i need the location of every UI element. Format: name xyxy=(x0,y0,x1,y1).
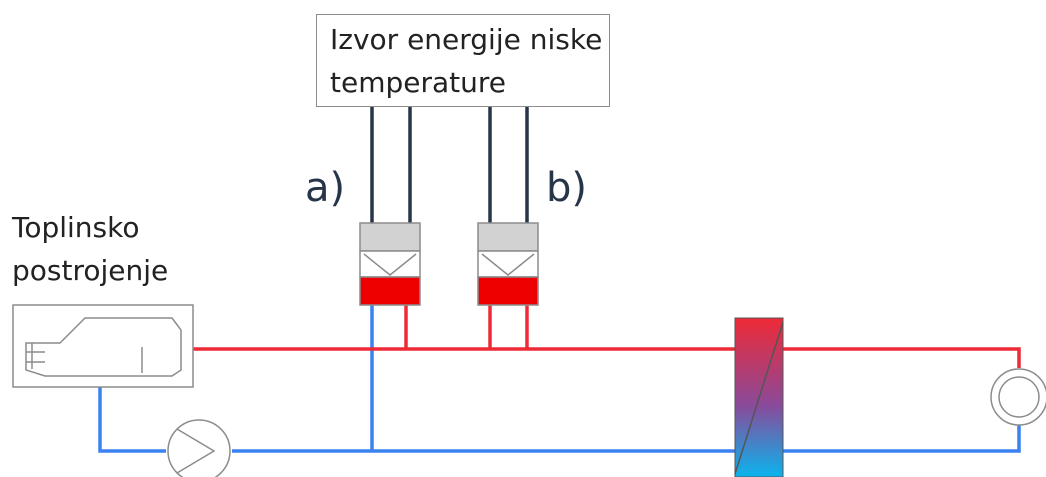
pump-icon xyxy=(167,419,231,477)
heating-plant-label: Toplinsko postrojenje xyxy=(12,206,202,292)
supply-pipe xyxy=(193,305,1021,368)
variant-a-label: a) xyxy=(305,165,346,211)
heating-plant-label-line2: postrojenje xyxy=(12,254,169,287)
heat-exchanger-icon xyxy=(734,317,784,477)
variant-b-label: b) xyxy=(546,165,587,211)
energy-source-box xyxy=(316,14,610,107)
heat-pump-icon xyxy=(477,222,539,306)
heat-pump-icon xyxy=(359,222,421,306)
heating-plant-label-line1: Toplinsko xyxy=(12,211,140,244)
source-pipes xyxy=(370,107,529,223)
return-pipe xyxy=(98,305,1021,453)
boiler-icon xyxy=(12,304,194,388)
consumer-icon xyxy=(990,368,1046,426)
energy-source-label-line2: temperature xyxy=(330,66,506,99)
energy-source-label: Izvor energije niske temperature xyxy=(330,18,610,104)
energy-source-label-line1: Izvor energije niske xyxy=(330,23,603,56)
